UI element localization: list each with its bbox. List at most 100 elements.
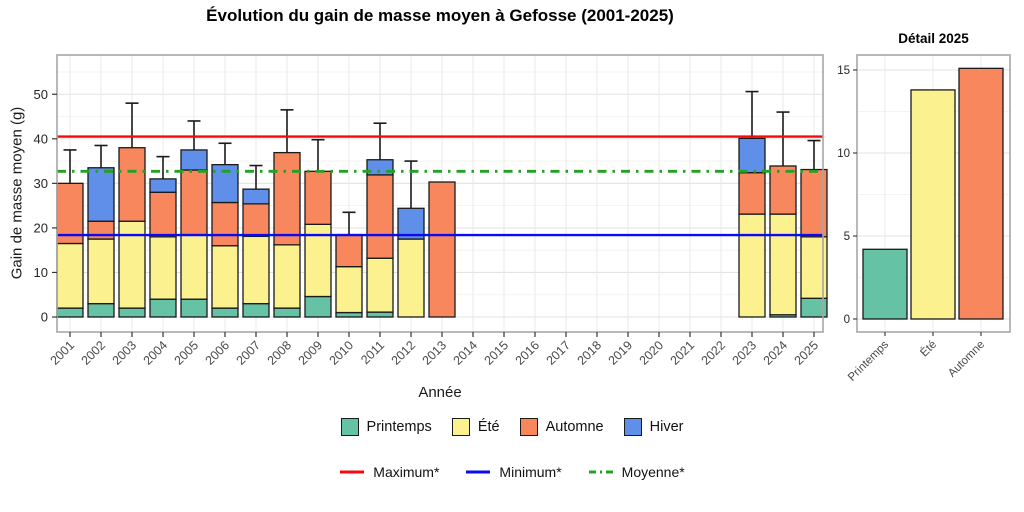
bar-segment-Automne [118,147,146,222]
bar-segment-Automne [149,191,177,238]
tick-label: 2014 [451,338,481,368]
bar-segment-Automne [304,170,332,225]
tick-label: 2004 [141,338,171,368]
legend-label: Minimum* [499,464,562,480]
detail-bar-Été [910,89,956,320]
bar-2001 [56,149,84,318]
tick-label: 15 [837,65,850,77]
tick-label: 2010 [327,338,357,368]
legend-line-swatch [340,470,365,474]
bar-segment-Été [211,245,239,309]
y-axis-title: Gain de masse moyen (g) [8,106,26,280]
legend-seasons: Printemps Été Automne Hiver [0,418,1024,436]
bar-segment-Printemps [118,307,146,318]
tick-label: 0 [844,314,850,326]
bar-segment-Hiver [180,149,208,171]
bar-segment-Automne [211,201,239,247]
main-panel-border [56,54,824,333]
legend-item-Automne: Automne [519,418,604,436]
tick-label: 2020 [637,338,667,368]
detail-bar-Automne [958,67,1004,320]
bar-segment-Printemps [211,307,239,318]
bar-segment-Été [149,236,177,300]
bar-segment-Été [56,242,84,309]
legend-item-Moyenne: Moyenne* [588,464,685,480]
legend-item-Minimum: Minimum* [465,464,562,480]
tick-label: 2024 [761,338,791,368]
legend-swatch [340,418,359,436]
legend-line-swatch [466,470,491,474]
bar-2004 [149,155,177,318]
tick-label: 10 [837,148,850,160]
bar-2012 [397,160,425,318]
bar-segment-Printemps [273,307,301,318]
tick-label: 2025 [792,338,822,368]
bar-segment-Automne [366,174,394,259]
tick-label: 2017 [544,338,574,368]
legend-label: Printemps [366,419,432,435]
legend-line-swatch [588,470,613,474]
bar-segment-Hiver [149,178,177,193]
bar-2006 [211,142,239,318]
tick-label: 2022 [699,338,729,368]
bar-2009 [304,138,332,318]
bar-segment-Hiver [738,137,766,174]
legend-reference-lines: Maximum* Minimum* Moyenne* [0,464,1024,480]
tick-label: 2003 [110,338,140,368]
tick-label: Printemps [846,338,891,383]
chart-title: Évolution du gain de masse moyen à Gefos… [206,6,674,25]
tick-label: 2002 [79,338,109,368]
bar-segment-Automne [428,181,456,318]
tick-label: 10 [34,265,48,280]
detail-panel-title: Détail 2025 [898,31,969,46]
tick-label: 2005 [172,338,202,368]
tick-label: 30 [34,176,48,191]
bar-segment-Été [180,233,208,300]
bar-2007 [242,164,270,318]
bar-segment-Automne [738,172,766,215]
bar-2008 [273,109,301,318]
bar-segment-Printemps [180,298,208,318]
tick-label: 50 [34,87,48,102]
tick-label: 2016 [513,338,543,368]
bar-segment-Été [87,238,115,305]
bar-segment-Automne [769,165,797,215]
tick-label: 2023 [730,338,760,368]
bar-2023 [738,90,766,318]
bar-segment-Hiver [242,188,270,205]
tick-label: 20 [34,220,48,235]
tick-label: 2007 [234,338,264,368]
bar-segment-Automne [87,220,115,240]
tick-label: Été [918,338,939,359]
legend-label: Maximum* [373,464,440,480]
bar-segment-Été [738,213,766,318]
legend-item-Maximum: Maximum* [339,464,439,480]
legend-label: Hiver [649,419,684,435]
x-axis-title: Année [418,384,462,401]
reference-lines [57,135,823,237]
bar-segment-Été [769,213,797,316]
bar-segment-Printemps [304,295,332,318]
legend-item-Été: Été [451,418,500,436]
tick-label: 2011 [358,338,387,367]
bar-segment-Printemps [242,302,270,318]
tick-label: 2012 [389,338,419,368]
detail-bars [862,67,1004,320]
tick-label: 40 [34,131,48,146]
bar-segment-Été [273,244,301,309]
bar-2005 [180,120,208,318]
bar-segment-Printemps [87,302,115,318]
tick-label: Automne [946,339,987,380]
bar-segment-Été [397,238,425,318]
bar-segment-Été [304,223,332,298]
legend-label: Automne [545,419,604,435]
bar-segment-Automne [335,233,363,268]
bar-segment-Automne [242,203,270,238]
bar-segment-Été [242,235,270,305]
detail-bar-Printemps [862,248,908,320]
tick-label: 2009 [296,338,326,368]
tick-label: 2021 [668,338,698,368]
bar-segment-Printemps [56,307,84,318]
